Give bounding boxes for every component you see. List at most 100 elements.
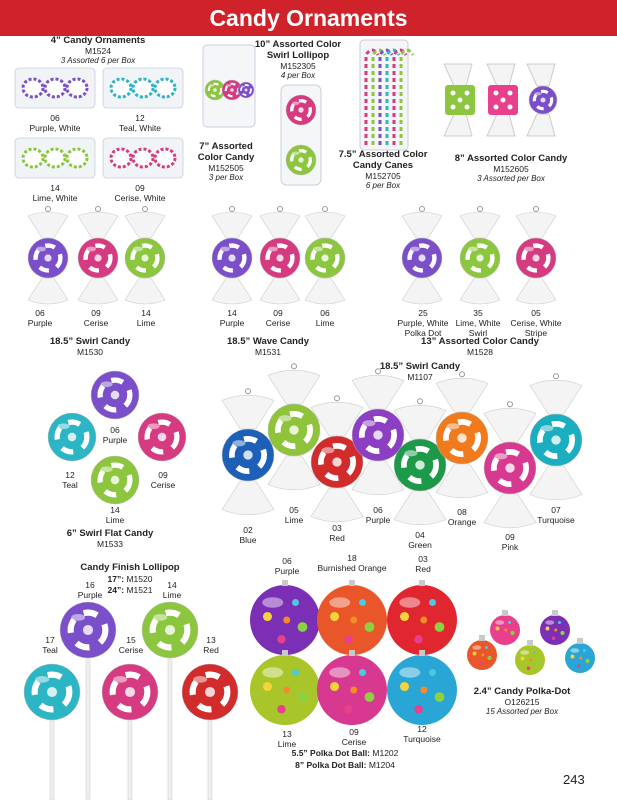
size-part: M1204 [368,760,395,770]
dot [500,97,506,103]
dot [579,656,583,660]
dot [558,621,561,624]
label: Purple [27,318,53,328]
swirl-center [373,430,383,440]
label: 09 [91,308,101,318]
candy [153,147,177,169]
label: 25 [418,308,428,318]
hanger [553,373,559,380]
shine [100,466,113,473]
dot [450,104,456,110]
label: 07 [551,505,561,515]
label: Cerise, White [114,193,166,203]
wrapper [459,277,501,305]
dot [399,611,410,622]
label: Orange [447,517,477,527]
shine [494,453,508,460]
dot [493,104,499,110]
shine [570,648,580,653]
dot [399,681,410,692]
label: 8” Assorted Color Candy [454,153,568,164]
size-part: 17”: [107,574,125,584]
wrapper [515,211,557,239]
wrapper [267,455,321,491]
label: 10” Assorted Color Swirl Lollipop [254,39,342,61]
shine [399,597,421,608]
label: 35 [473,308,483,318]
candy [65,147,89,169]
hanger [45,206,51,212]
hanger [322,206,328,212]
swirl [290,149,312,171]
hanger [533,206,539,212]
size-line: 5.5” Polka Dot Ball: M1202 [292,748,399,758]
shine [133,246,143,252]
dot [344,635,353,644]
size-part: M1202 [372,748,399,758]
swirl [240,84,252,96]
swirl [83,243,113,273]
dot [551,636,556,641]
swirl-center [244,88,248,92]
label: Cerise, White Stripe [510,318,562,338]
shine [226,84,231,87]
swirl [207,82,223,98]
label: Green [408,540,432,550]
dot [535,660,540,666]
swirl [359,416,397,454]
wrapper [259,211,301,239]
hanger [95,206,101,212]
label: Cerise [83,318,109,328]
cap [479,635,485,641]
shine [241,85,246,88]
label: 12 [135,113,145,123]
swirl-center [243,450,253,460]
swirl-center [289,425,299,435]
dot [329,611,340,622]
swirl-center [124,686,136,698]
dot [495,626,500,631]
label: Lime [277,739,297,749]
candy [43,147,67,169]
shine [86,246,96,252]
label: 14 [167,580,177,590]
label: 2.4” Candy Polka-Dot [473,686,571,697]
swirl [97,377,133,413]
shine [545,620,555,625]
label: Lime [315,318,335,328]
swirl [290,99,312,121]
shine [232,440,246,447]
label: 12 [417,724,427,734]
dot [478,661,483,666]
label: 09 [505,532,515,542]
dot [262,611,273,622]
shine [313,246,323,252]
swirl-center [213,88,217,92]
label: Red [415,564,431,574]
hanger [417,398,423,405]
swirl-center [418,254,426,262]
dot [364,622,375,632]
label: 15 [126,635,136,645]
label: 06 [282,556,292,566]
label: Lime, White Swirl [455,318,501,338]
cap [282,580,288,586]
shine [268,246,278,252]
label: Cerise [341,737,367,747]
shine [262,597,284,608]
swirl [407,243,437,273]
label: 13 [282,729,292,739]
dot [464,104,470,110]
swirl [67,609,109,651]
shine [321,447,335,454]
label: 03 [418,554,428,564]
label: 08 [457,507,467,517]
swirl-center [44,254,52,262]
hanger [334,395,340,402]
shine [35,676,50,683]
label: M152705 [365,171,401,181]
label: 06 [320,308,330,318]
dot [359,599,366,606]
label: Cerise [265,318,291,328]
candy [43,77,67,99]
